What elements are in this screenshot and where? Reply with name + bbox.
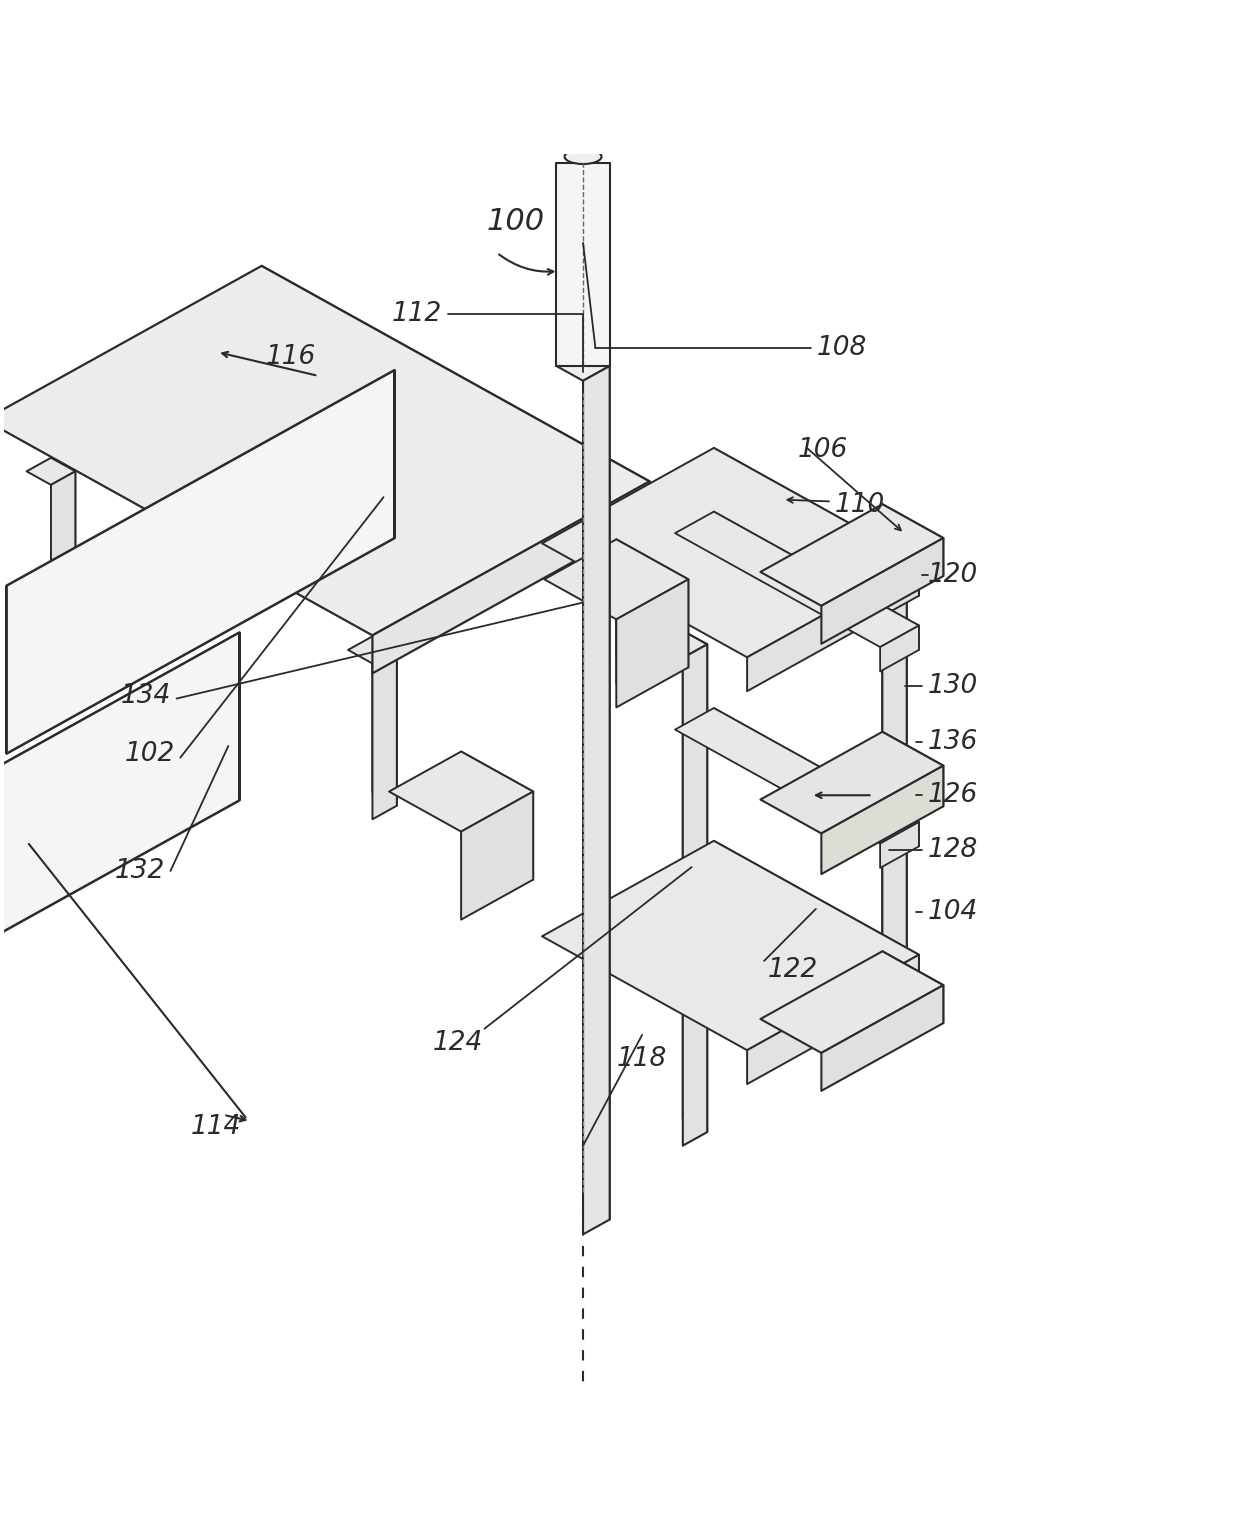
Text: 110: 110: [835, 493, 885, 517]
Polygon shape: [542, 448, 919, 658]
Polygon shape: [883, 732, 944, 807]
Polygon shape: [583, 351, 610, 1220]
Polygon shape: [0, 266, 650, 636]
Text: 112: 112: [392, 302, 441, 328]
Polygon shape: [714, 708, 919, 847]
Polygon shape: [748, 955, 919, 1084]
Polygon shape: [389, 752, 533, 832]
Text: 108: 108: [817, 334, 867, 360]
Polygon shape: [883, 521, 906, 1021]
Polygon shape: [748, 562, 919, 691]
Text: 136: 136: [928, 728, 977, 755]
Text: 120: 120: [928, 562, 977, 588]
Polygon shape: [658, 631, 707, 658]
Polygon shape: [51, 471, 76, 641]
Polygon shape: [616, 500, 641, 670]
Polygon shape: [348, 636, 397, 664]
Polygon shape: [880, 625, 919, 671]
Polygon shape: [262, 266, 650, 519]
Polygon shape: [461, 752, 533, 879]
Polygon shape: [683, 631, 707, 1132]
Polygon shape: [372, 482, 650, 673]
Text: 104: 104: [928, 899, 977, 924]
Polygon shape: [858, 521, 906, 547]
Text: 116: 116: [267, 345, 316, 371]
Ellipse shape: [564, 149, 601, 165]
Polygon shape: [544, 539, 688, 619]
Text: 132: 132: [114, 858, 165, 884]
Text: 118: 118: [618, 1047, 667, 1072]
Polygon shape: [542, 841, 919, 1050]
Polygon shape: [821, 986, 944, 1090]
Polygon shape: [26, 457, 76, 485]
Text: 114: 114: [191, 1113, 241, 1140]
Text: 102: 102: [124, 741, 175, 767]
Polygon shape: [883, 504, 944, 576]
Polygon shape: [683, 644, 707, 1146]
Polygon shape: [270, 322, 319, 350]
Polygon shape: [616, 514, 641, 684]
Polygon shape: [583, 367, 610, 1235]
Polygon shape: [883, 533, 906, 1035]
Polygon shape: [821, 537, 944, 644]
Polygon shape: [714, 511, 919, 650]
Polygon shape: [591, 500, 641, 528]
Polygon shape: [6, 370, 394, 753]
Polygon shape: [880, 822, 919, 869]
Polygon shape: [557, 351, 610, 380]
Polygon shape: [372, 650, 397, 819]
Text: 124: 124: [433, 1030, 482, 1056]
Text: 128: 128: [928, 838, 977, 862]
Polygon shape: [0, 633, 239, 1004]
Polygon shape: [760, 952, 944, 1053]
Polygon shape: [883, 952, 944, 1023]
Polygon shape: [295, 336, 319, 505]
Polygon shape: [714, 841, 919, 989]
Polygon shape: [821, 765, 944, 875]
Text: 100: 100: [486, 208, 544, 237]
Polygon shape: [616, 539, 688, 667]
Polygon shape: [714, 448, 919, 596]
Polygon shape: [760, 504, 944, 605]
Polygon shape: [372, 636, 397, 805]
Text: 122: 122: [768, 956, 817, 983]
Polygon shape: [295, 322, 319, 491]
Polygon shape: [461, 792, 533, 919]
Polygon shape: [675, 708, 919, 844]
Text: 126: 126: [928, 782, 977, 807]
Polygon shape: [51, 457, 76, 627]
Polygon shape: [616, 579, 688, 707]
Text: 134: 134: [120, 684, 171, 708]
Polygon shape: [557, 163, 610, 367]
Polygon shape: [760, 732, 944, 833]
Text: 106: 106: [799, 437, 848, 462]
Text: 130: 130: [928, 673, 977, 699]
Polygon shape: [675, 511, 919, 647]
